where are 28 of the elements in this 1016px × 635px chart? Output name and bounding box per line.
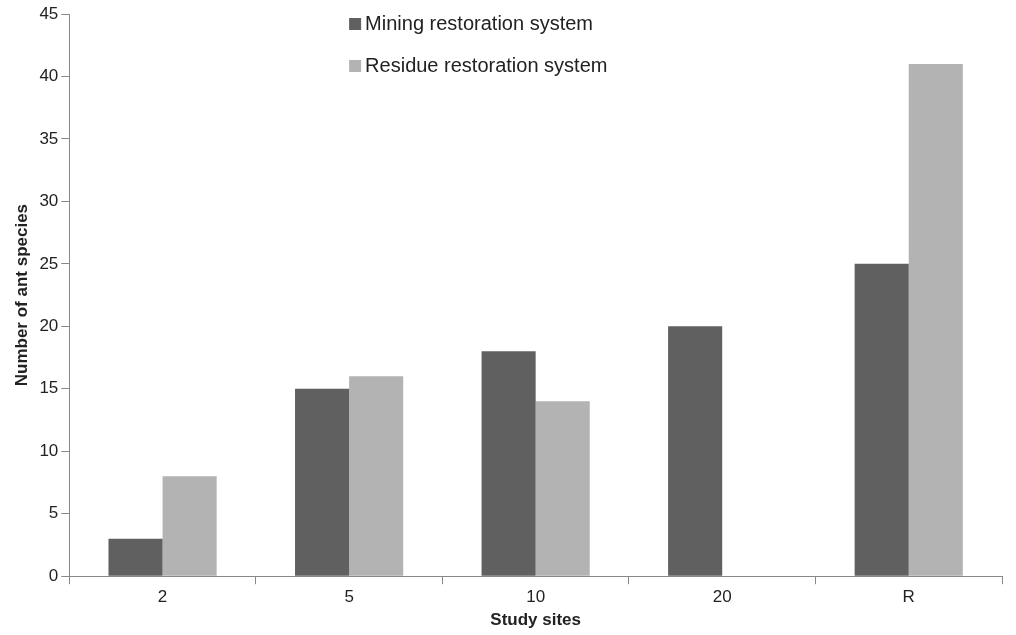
y-tick-label: 35 xyxy=(39,128,59,148)
legend-label: Mining restoration system xyxy=(365,11,593,34)
y-tick-label: 25 xyxy=(39,253,59,273)
x-tick-label: 20 xyxy=(712,587,732,607)
y-tick-label: 45 xyxy=(39,3,59,23)
y-tick-label: 20 xyxy=(39,316,59,336)
y-tick-label: 15 xyxy=(39,378,59,398)
bar xyxy=(535,401,590,576)
y-axis-title: Number of ant species xyxy=(11,203,31,387)
x-axis-title: Study sites xyxy=(490,610,582,630)
y-tick-label: 10 xyxy=(39,440,59,460)
x-tick-label: R xyxy=(902,587,915,607)
bar xyxy=(349,376,404,576)
bar xyxy=(295,388,350,576)
x-tick-label: 2 xyxy=(157,587,168,607)
x-tick-label: 5 xyxy=(344,587,354,607)
bar xyxy=(854,263,909,576)
x-tick-label: 10 xyxy=(526,587,546,607)
bar xyxy=(108,538,163,576)
y-tick-label: 0 xyxy=(48,565,59,585)
y-tick-label: 40 xyxy=(39,66,59,86)
y-tick-label: 5 xyxy=(48,503,59,523)
legend-label: Residue restoration system xyxy=(365,53,608,76)
bar xyxy=(668,326,723,576)
bar xyxy=(162,476,217,576)
bar xyxy=(481,351,536,576)
y-tick-label: 30 xyxy=(39,191,59,211)
bar xyxy=(908,63,963,576)
